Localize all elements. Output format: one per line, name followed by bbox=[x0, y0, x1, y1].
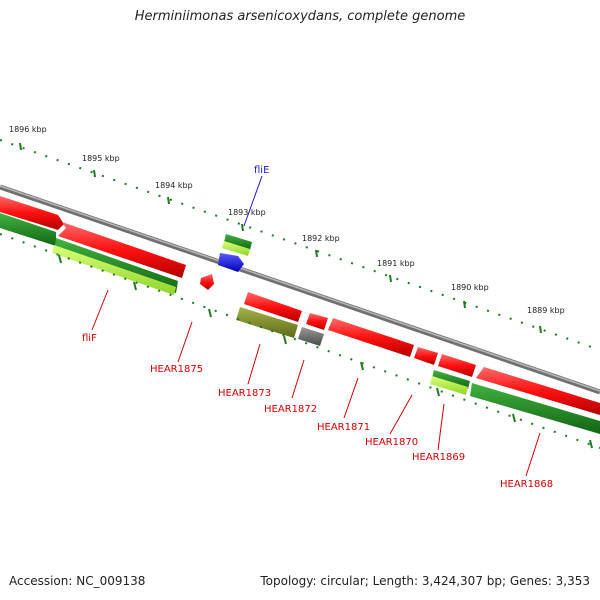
reverse-gene-track bbox=[0, 213, 600, 434]
gene-green-fliE[interactable] bbox=[224, 234, 252, 250]
cds-HEAR1873[interactable] bbox=[244, 292, 302, 322]
gene-green-HEAR1869[interactable] bbox=[432, 370, 470, 389]
gene-lime-HEAR1869[interactable] bbox=[430, 376, 468, 395]
label-fliE[interactable]: fliE bbox=[254, 165, 269, 176]
genome-summary-text: Topology: circular; Length: 3,424,307 bp… bbox=[260, 574, 590, 588]
gene-lime-fliF[interactable] bbox=[52, 245, 176, 295]
gene-grey-HEAR1872[interactable] bbox=[298, 327, 324, 346]
label-fliF[interactable]: fliF bbox=[82, 333, 97, 344]
label-HEAR1870[interactable]: HEAR1870 bbox=[365, 437, 418, 448]
genome-backbone bbox=[0, 184, 600, 395]
label-HEAR1869[interactable]: HEAR1869 bbox=[412, 452, 465, 463]
cds-HEAR1868[interactable] bbox=[476, 367, 600, 415]
cds-HEAR1875[interactable] bbox=[200, 274, 214, 290]
ruler-label-1896: 1896 kbp bbox=[9, 125, 47, 134]
cds-HEAR1869[interactable] bbox=[438, 354, 476, 377]
ruler-label-1892: 1892 kbp bbox=[302, 234, 340, 243]
accession-text: Accession: NC_009138 bbox=[9, 574, 146, 588]
cds-fliE[interactable] bbox=[218, 253, 244, 272]
ruler-label-1889: 1889 kbp bbox=[527, 306, 565, 315]
cds-HEAR1871[interactable] bbox=[328, 318, 414, 357]
ruler-label-1893: 1893 kbp bbox=[228, 208, 266, 217]
cds-HEAR1870[interactable] bbox=[414, 347, 438, 365]
gene-lime-fliE[interactable] bbox=[222, 241, 250, 256]
label-HEAR1871[interactable]: HEAR1871 bbox=[317, 422, 370, 433]
label-HEAR1868[interactable]: HEAR1868 bbox=[500, 479, 553, 490]
ruler-label-1891: 1891 kbp bbox=[377, 259, 415, 268]
outer-ruler-ticks bbox=[19, 142, 542, 334]
forward-cds-track bbox=[0, 196, 600, 415]
cds-fliF[interactable] bbox=[58, 222, 186, 278]
cds-fliF-region[interactable] bbox=[0, 196, 64, 230]
label-HEAR1873[interactable]: HEAR1873 bbox=[218, 388, 271, 399]
cds-HEAR1872[interactable] bbox=[306, 313, 328, 330]
inner-ruler-ticks bbox=[58, 254, 593, 449]
map-title: Herminiimonas arsenicoxydans, complete g… bbox=[134, 9, 466, 24]
label-HEAR1875[interactable]: HEAR1875 bbox=[150, 364, 203, 375]
label-leaders bbox=[91, 175, 541, 477]
ruler-label-1890: 1890 kbp bbox=[451, 283, 489, 292]
gene-olive-HEAR1873[interactable] bbox=[236, 307, 298, 338]
fliE-feature bbox=[218, 234, 252, 272]
gene-green-left[interactable] bbox=[0, 213, 56, 246]
label-HEAR1872[interactable]: HEAR1872 bbox=[264, 404, 317, 415]
ruler-label-1894: 1894 kbp bbox=[155, 181, 193, 190]
ruler-label-1895: 1895 kbp bbox=[82, 154, 120, 163]
outer-ruler bbox=[0, 139, 600, 351]
gene-green-HEAR1868[interactable] bbox=[470, 383, 600, 434]
